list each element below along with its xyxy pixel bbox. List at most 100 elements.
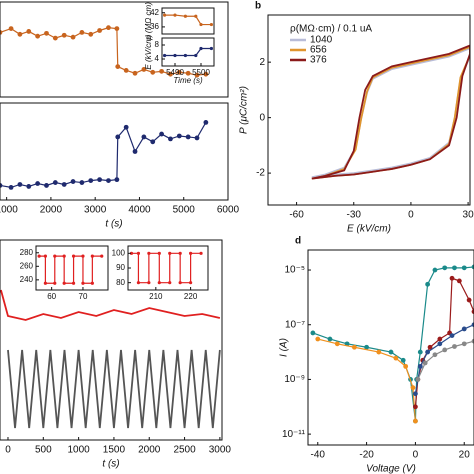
marker	[461, 265, 467, 271]
marker	[136, 281, 141, 285]
marker	[471, 322, 474, 328]
marker	[466, 297, 472, 303]
x-tick-label: 0	[413, 450, 419, 461]
marker	[199, 46, 203, 51]
legend-label: 656	[310, 45, 327, 56]
marker	[173, 53, 177, 58]
marker	[115, 134, 121, 140]
marker	[90, 254, 94, 258]
marker	[173, 13, 177, 17]
x-tick-label: 1000	[0, 205, 18, 216]
series-line	[164, 14, 212, 26]
marker	[176, 133, 182, 139]
y-tick-label: 2	[259, 57, 265, 68]
x-tick-label: 3000	[209, 445, 232, 456]
marker	[90, 281, 94, 285]
marker	[413, 418, 418, 424]
series-line	[0, 122, 207, 189]
marker	[327, 336, 333, 342]
y-tick-label: -2	[256, 168, 265, 179]
y-axis-label: P (μC/cm²)	[239, 86, 250, 134]
x-axis-label: Time (s)	[173, 76, 203, 85]
x-tick-label: 5000	[173, 205, 196, 216]
marker	[52, 35, 58, 41]
marker	[53, 281, 57, 285]
x-tick-label: 30	[463, 210, 474, 221]
marker	[123, 124, 129, 130]
marker	[183, 14, 187, 18]
plot-area	[163, 46, 213, 58]
series-line	[7, 349, 221, 429]
x-axis-label: t (s)	[105, 219, 122, 230]
marker	[194, 14, 198, 18]
marker	[97, 177, 103, 183]
marker	[452, 344, 457, 349]
x-tick-label: 6000	[217, 205, 240, 216]
marker	[413, 404, 418, 410]
marker	[147, 281, 151, 285]
frame	[267, 14, 471, 206]
marker	[417, 363, 423, 369]
x-axis-label: E (kV/cm)	[347, 224, 391, 235]
marker	[115, 64, 121, 69]
marker	[17, 31, 23, 37]
marker	[393, 355, 399, 361]
y-tick-label: 8	[155, 40, 160, 49]
marker	[123, 68, 129, 73]
plot-area	[0, 289, 221, 429]
marker	[61, 182, 67, 187]
frame	[127, 245, 209, 291]
marker	[150, 139, 156, 145]
series-line	[0, 289, 221, 321]
plot-area	[37, 254, 104, 285]
marker	[157, 281, 161, 285]
series-line	[414, 277, 474, 407]
marker	[194, 53, 198, 58]
marker	[471, 264, 474, 270]
y-tick-label: 10⁻⁵	[284, 265, 305, 276]
legend-title: ρ(MΩ·cm) / 0.1 uA	[290, 24, 372, 35]
frame	[0, 239, 223, 441]
marker	[168, 136, 173, 142]
marker	[432, 267, 438, 273]
plot-area	[0, 120, 209, 190]
marker	[97, 28, 103, 33]
y-axis-label: I (A)	[279, 338, 290, 357]
y-axis-label: ρ (MΩ cm)	[144, 2, 153, 41]
marker	[26, 29, 32, 34]
marker	[178, 281, 182, 285]
x-tick-label: 5490	[166, 68, 184, 77]
x-tick-label: 20	[459, 450, 471, 461]
marker	[157, 251, 161, 255]
marker	[400, 357, 406, 363]
x-axis-label: Voltage (V)	[366, 464, 416, 474]
marker	[43, 254, 47, 258]
marker	[413, 391, 418, 397]
marker	[456, 278, 462, 284]
marker	[129, 251, 134, 255]
marker	[168, 251, 172, 255]
series-line	[317, 338, 417, 422]
x-tick-label: -40	[311, 450, 326, 461]
x-tick-label: 500	[35, 445, 52, 456]
x-tick-label: 0	[408, 210, 414, 221]
marker	[427, 344, 433, 350]
marker	[376, 349, 382, 355]
marker	[100, 254, 104, 258]
marker	[163, 53, 167, 58]
marker	[70, 34, 76, 40]
marker	[81, 281, 85, 285]
series-line	[417, 340, 474, 380]
marker	[178, 251, 182, 255]
frame	[0, 102, 229, 201]
marker	[17, 182, 23, 187]
marker	[88, 178, 94, 184]
marker	[114, 177, 120, 183]
marker	[388, 349, 394, 355]
marker	[26, 184, 32, 189]
marker	[449, 275, 455, 281]
marker	[159, 131, 164, 137]
marker	[52, 180, 58, 185]
marker	[168, 281, 172, 285]
